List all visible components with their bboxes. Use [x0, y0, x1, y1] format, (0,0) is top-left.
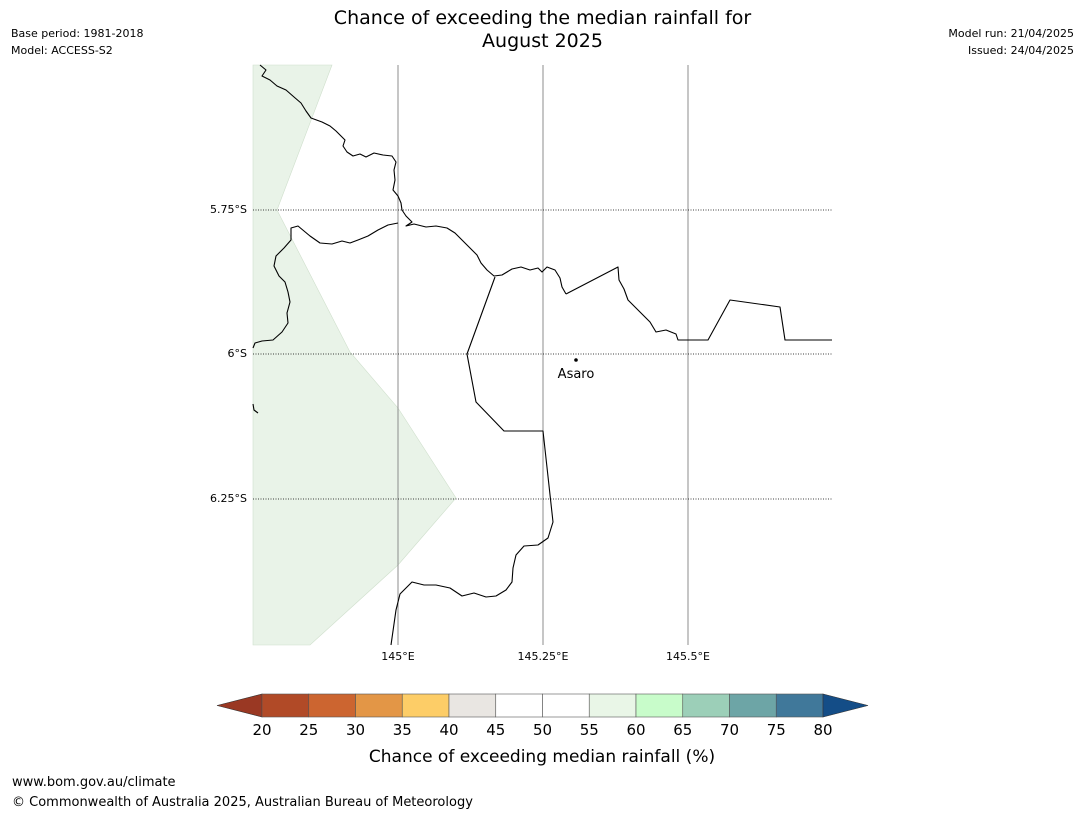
asaro-marker	[574, 358, 578, 362]
colorbar-tick-label: 25	[299, 721, 318, 739]
latitude-labels: 5.75°S 6°S 6.25°S	[210, 203, 247, 505]
meridians	[397, 65, 689, 645]
colorbar-tick-label: 20	[252, 721, 271, 739]
colorbar-cell	[682, 693, 730, 718]
lon-label-145-25e: 145.25°E	[518, 650, 569, 663]
colorbar-cell	[542, 693, 590, 718]
issued-text: Issued: 24/04/2025	[967, 44, 1074, 57]
colorbar-tick-label: 80	[813, 721, 832, 739]
asaro-label: Asaro	[558, 367, 595, 382]
title-line-2: August 2025	[482, 30, 603, 52]
colorbar-tick-label: 60	[626, 721, 645, 739]
lat-label-6-25s: 6.25°S	[210, 492, 247, 505]
chart-title: Chance of exceeding the median rainfall …	[0, 7, 1085, 53]
title-line-1: Chance of exceeding the median rainfall …	[333, 7, 752, 29]
colorbar-tick-label: 40	[439, 721, 458, 739]
colorbar-cell	[588, 693, 637, 718]
parallels	[253, 209, 832, 500]
colorbar-cell	[401, 693, 450, 718]
map-panel: Asaro 5.75°S 6°S 6.25°S 145°E 145.25°E 1…	[210, 64, 832, 663]
shaded-region-55-60	[252, 64, 457, 646]
colorbar-tick-label: 75	[767, 721, 786, 739]
colorbar-tick-label: 70	[720, 721, 739, 739]
colorbar-cell	[775, 693, 824, 718]
lat-label-6s: 6°S	[228, 347, 247, 360]
footer-url: www.bom.gov.au/climate	[12, 775, 176, 790]
boundary-north	[259, 64, 567, 295]
colorbar-tick-label: 30	[346, 721, 365, 739]
colorbar-cell	[355, 693, 403, 718]
metadata-right: Model run: 21/04/2025 Issued: 24/04/2025	[948, 25, 1074, 59]
colorbar-cell	[261, 693, 310, 718]
lat-label-5-75s: 5.75°S	[210, 203, 247, 216]
colorbar-over-arrow	[822, 693, 869, 718]
colorbar-tick-label: 50	[533, 721, 552, 739]
colorbar-legend: 20 25 30 35 40 45 50 55 60 65 70 75 80 Chance of exc…	[216, 693, 869, 767]
colorbar-cell	[729, 693, 777, 718]
metadata-left: Base period: 1981-2018 Model: ACCESS-S2	[11, 25, 143, 59]
colorbar-cell	[635, 693, 684, 718]
colorbar-label: Chance of exceeding median rainfall (%)	[369, 747, 715, 767]
colorbar-tick-label: 65	[673, 721, 692, 739]
lon-label-145e: 145°E	[381, 650, 414, 663]
colorbar-tick-label: 35	[393, 721, 412, 739]
footer-copyright: © Commonwealth of Australia 2025, Austra…	[12, 795, 473, 810]
province-boundaries	[252, 64, 832, 646]
colorbar-cell	[308, 693, 356, 718]
colorbar-tick-label: 45	[486, 721, 505, 739]
boundary-west-loop	[252, 222, 399, 349]
colorbar-tick-labels: 20 25 30 35 40 45 50 55 60 65 70 75 80	[252, 721, 832, 739]
colorbar-cells	[261, 693, 824, 718]
boundary-east	[565, 266, 832, 341]
boundary-edge-fragment	[252, 403, 259, 414]
base-period-text: Base period: 1981-2018	[11, 27, 144, 40]
boundary-south	[390, 276, 554, 646]
lon-label-145-5e: 145.5°E	[666, 650, 710, 663]
colorbar-cell	[495, 693, 543, 718]
model-text: Model: ACCESS-S2	[11, 44, 113, 57]
colorbar-under-arrow	[216, 693, 263, 718]
colorbar-tick-label: 55	[580, 721, 599, 739]
longitude-labels: 145°E 145.25°E 145.5°E	[381, 650, 710, 663]
model-run-text: Model run: 21/04/2025	[948, 27, 1074, 40]
colorbar-cell	[448, 693, 497, 718]
